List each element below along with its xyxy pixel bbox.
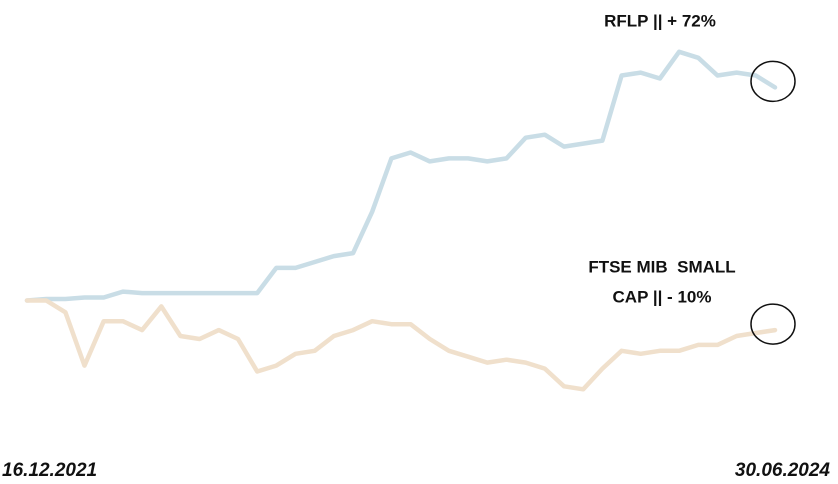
annotation: RFLP || + 72% — [604, 11, 716, 30]
annotation: FTSE MIB SMALL — [588, 257, 735, 276]
line-series — [24, 49, 778, 303]
line-series — [24, 298, 778, 392]
end-highlight — [750, 60, 796, 103]
annotation: CAP || - 10% — [613, 287, 712, 306]
x-tick-label: 16.12.2021 — [2, 460, 97, 481]
x-tick-label: 30.06.2024 — [735, 460, 831, 481]
end-highlight — [750, 303, 796, 345]
